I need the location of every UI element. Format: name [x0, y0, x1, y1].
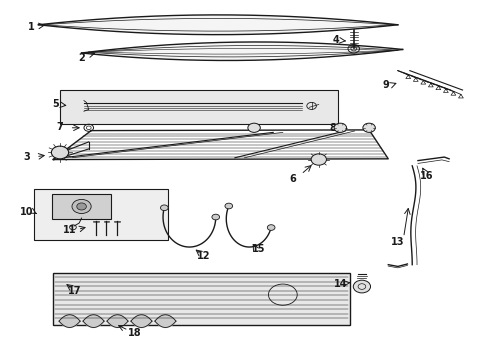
- Text: 5: 5: [52, 99, 59, 109]
- Text: 7: 7: [57, 122, 63, 132]
- Text: 13: 13: [390, 237, 404, 247]
- Circle shape: [267, 225, 274, 230]
- Circle shape: [160, 205, 168, 211]
- Text: 2: 2: [78, 53, 85, 63]
- Text: 9: 9: [382, 80, 388, 90]
- Circle shape: [333, 123, 346, 132]
- Text: 6: 6: [288, 174, 295, 184]
- Polygon shape: [59, 315, 80, 328]
- Text: 8: 8: [329, 123, 336, 133]
- Circle shape: [224, 203, 232, 209]
- Text: 10: 10: [20, 207, 33, 217]
- Circle shape: [51, 146, 68, 159]
- Polygon shape: [83, 315, 104, 328]
- Text: 16: 16: [419, 171, 432, 181]
- Text: 11: 11: [62, 225, 76, 235]
- Text: 17: 17: [67, 286, 81, 296]
- Circle shape: [211, 214, 219, 220]
- FancyBboxPatch shape: [52, 194, 111, 219]
- Polygon shape: [53, 274, 349, 325]
- Polygon shape: [107, 315, 128, 328]
- Text: 15: 15: [252, 244, 265, 254]
- Text: 18: 18: [127, 328, 141, 338]
- Text: 3: 3: [23, 152, 30, 162]
- Circle shape: [310, 154, 326, 165]
- Text: 14: 14: [333, 279, 346, 289]
- Polygon shape: [81, 42, 402, 60]
- Circle shape: [362, 123, 375, 132]
- Text: 12: 12: [197, 251, 210, 261]
- Polygon shape: [131, 315, 152, 328]
- FancyBboxPatch shape: [34, 189, 167, 240]
- FancyBboxPatch shape: [60, 90, 337, 123]
- Polygon shape: [155, 315, 176, 328]
- Circle shape: [247, 123, 260, 132]
- Circle shape: [352, 280, 370, 293]
- Polygon shape: [39, 15, 397, 35]
- Circle shape: [77, 203, 86, 210]
- Text: 4: 4: [331, 35, 338, 45]
- Text: 1: 1: [28, 22, 35, 32]
- Circle shape: [72, 199, 91, 213]
